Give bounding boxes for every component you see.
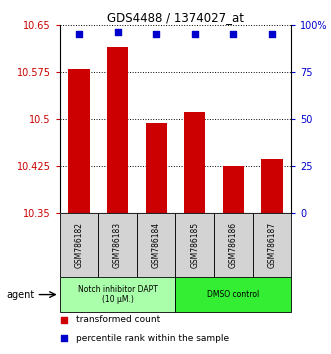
Bar [68, 69, 89, 213]
Text: GSM786182: GSM786182 [74, 222, 83, 268]
Point [62, 335, 67, 341]
Bar [146, 123, 167, 213]
Point [231, 32, 236, 37]
FancyBboxPatch shape [175, 277, 291, 312]
Point [115, 29, 120, 35]
Text: GSM786186: GSM786186 [229, 222, 238, 268]
Point [192, 32, 197, 37]
Text: DMSO control: DMSO control [207, 290, 260, 299]
Text: agent: agent [6, 290, 34, 299]
Text: transformed count: transformed count [76, 315, 160, 324]
Text: GSM786183: GSM786183 [113, 222, 122, 268]
Title: GDS4488 / 1374027_at: GDS4488 / 1374027_at [107, 11, 244, 24]
Bar [261, 159, 283, 213]
Point [62, 317, 67, 322]
Text: GSM786185: GSM786185 [190, 222, 199, 268]
Text: percentile rank within the sample: percentile rank within the sample [76, 334, 229, 343]
Text: GSM786187: GSM786187 [267, 222, 276, 268]
Point [154, 32, 159, 37]
FancyBboxPatch shape [214, 213, 253, 277]
Point [269, 32, 275, 37]
Bar [107, 47, 128, 213]
Text: GSM786184: GSM786184 [152, 222, 161, 268]
Bar [223, 166, 244, 213]
FancyBboxPatch shape [175, 213, 214, 277]
FancyBboxPatch shape [137, 213, 175, 277]
Point [76, 32, 81, 37]
Text: Notch inhibitor DAPT
(10 μM.): Notch inhibitor DAPT (10 μM.) [77, 285, 158, 304]
Bar [184, 113, 205, 213]
FancyBboxPatch shape [253, 213, 291, 277]
FancyBboxPatch shape [60, 277, 175, 312]
FancyBboxPatch shape [60, 213, 98, 277]
FancyBboxPatch shape [98, 213, 137, 277]
